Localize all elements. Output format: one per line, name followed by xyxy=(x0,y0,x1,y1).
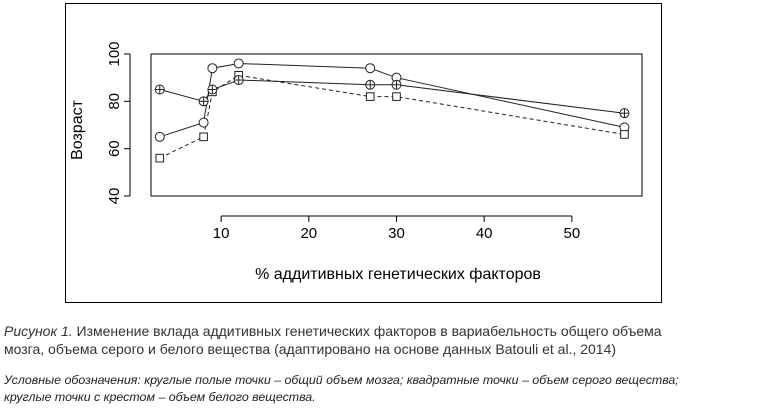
y-tick-label: 60 xyxy=(106,140,123,157)
x-tick-label: 50 xyxy=(564,225,581,242)
data-point-circle-cross xyxy=(365,79,376,90)
plot-frame xyxy=(150,53,643,197)
series-line-2 xyxy=(159,74,625,159)
data-point-circle-cross xyxy=(619,108,630,119)
x-tick-label: 20 xyxy=(300,225,317,242)
data-point-square xyxy=(199,132,208,142)
data-point-square xyxy=(620,130,629,139)
data-point-circle xyxy=(365,63,376,74)
legend-note: Условные обозначения: круглые полые точк… xyxy=(4,372,760,406)
data-point-circle-cross xyxy=(233,75,244,86)
data-point-circle-cross xyxy=(207,84,218,95)
y-tick-label: 100 xyxy=(106,41,123,66)
x-tick-label: 10 xyxy=(213,225,230,242)
figure-frame: 10 20 30 40 50 40 60 80 100 % аддитивных генетич… xyxy=(65,3,662,303)
x-tick-label: 40 xyxy=(476,225,493,242)
caption-line-2: мозга, объема серого и белого вещества (… xyxy=(4,341,617,357)
data-point-circle xyxy=(207,63,218,74)
series-line-1 xyxy=(159,62,625,138)
data-point-circle-cross xyxy=(391,79,402,90)
data-point-circle xyxy=(198,117,209,128)
data-point-square xyxy=(392,92,401,101)
data-point-square xyxy=(155,153,165,163)
y-axis-label: Возраст xyxy=(69,99,86,160)
x-axis-label: % аддитивных генетических факторов xyxy=(255,266,541,283)
x-tick-label: 30 xyxy=(388,225,405,242)
caption-figure-number: Рисунок 1. xyxy=(4,323,73,339)
legend-note-line-1: Условные обозначения: круглые полые точк… xyxy=(4,373,679,387)
data-point-circle xyxy=(154,131,165,142)
chart: 10 20 30 40 50 40 60 80 100 % аддитивных генетич… xyxy=(69,41,643,283)
y-tick-label: 40 xyxy=(106,188,123,205)
legend-note-line-2: круглые точки с крестом – объем белого в… xyxy=(4,390,316,404)
data-point-square xyxy=(365,92,375,101)
y-tick-label: 80 xyxy=(106,93,123,110)
figure-caption: Рисунок 1. Изменение вклада аддитивных г… xyxy=(4,322,760,358)
data-point-circle-cross xyxy=(154,84,165,95)
caption-text-1: Изменение вклада аддитивных генетических… xyxy=(72,323,662,339)
data-point-circle-cross xyxy=(198,96,209,107)
data-point-circle xyxy=(233,58,244,69)
caption-line-1: Рисунок 1. Изменение вклада аддитивных г… xyxy=(4,322,760,340)
